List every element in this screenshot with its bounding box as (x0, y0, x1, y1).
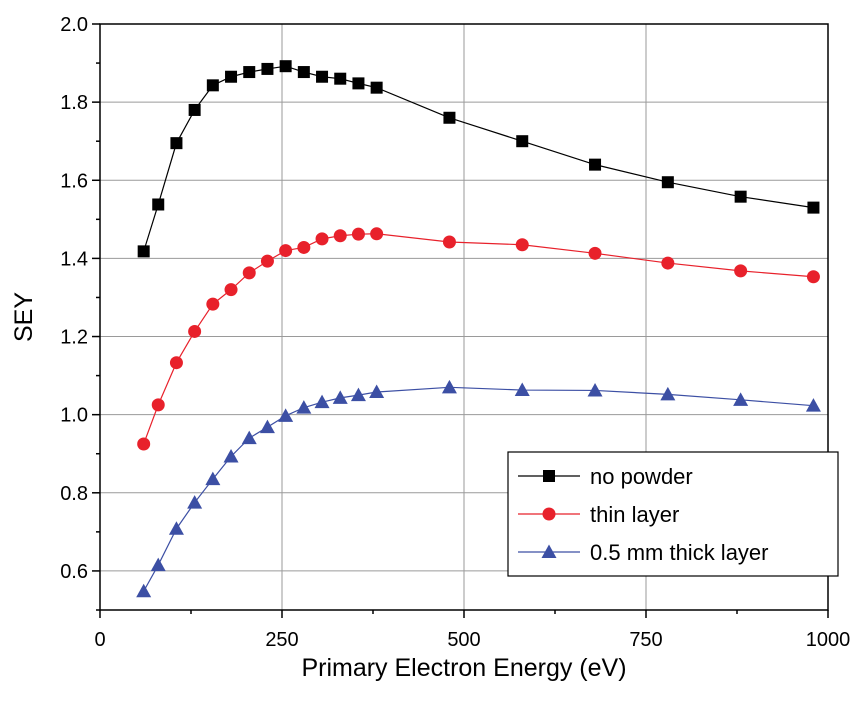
data-point-2-13 (369, 384, 385, 399)
data-point-1-10 (315, 232, 329, 246)
data-point-2-10 (314, 394, 330, 409)
x-tick-label-1: 250 (265, 629, 298, 651)
data-point-0-15 (516, 135, 529, 148)
legend-item-0: no powder (518, 464, 693, 489)
data-point-1-5 (224, 283, 238, 297)
y-tick-label-0: 0.6 (60, 561, 88, 583)
data-point-1-12 (351, 227, 365, 241)
data-point-2-9 (296, 400, 312, 414)
data-point-0-9 (297, 66, 310, 79)
data-point-0-18 (734, 190, 747, 203)
data-point-1-3 (188, 324, 202, 338)
data-point-2-7 (259, 419, 275, 434)
axis-ticks: 0 250 500 750 1000 0.6 0.8 1.0 1.2 1.4 1.6 1.8 2.0 (60, 14, 850, 651)
legend-marker-0 (543, 470, 555, 482)
data-point-2-8 (278, 408, 294, 422)
data-point-2-17 (660, 386, 676, 401)
data-point-2-6 (241, 430, 257, 445)
data-point-2-18 (733, 392, 749, 406)
y-tick-label-7: 2.0 (60, 14, 88, 36)
y-axis-title: SEY (10, 292, 38, 342)
data-point-2-2 (168, 521, 184, 535)
data-point-0-0 (137, 245, 150, 258)
data-point-0-4 (206, 79, 219, 92)
data-point-1-4 (206, 297, 220, 311)
series-line-2 (143, 386, 814, 592)
series-1 (137, 227, 820, 451)
data-point-2-1 (150, 557, 166, 572)
data-point-1-1 (151, 398, 165, 412)
data-point-0-7 (261, 62, 274, 75)
data-point-2-14 (441, 379, 457, 394)
data-point-1-14 (442, 235, 456, 249)
data-point-0-10 (316, 70, 329, 83)
data-point-2-12 (350, 387, 366, 402)
series-line-0 (143, 65, 814, 252)
data-point-0-6 (243, 66, 256, 79)
data-point-1-9 (297, 240, 311, 254)
data-point-0-2 (170, 137, 183, 150)
data-point-2-0 (136, 583, 152, 598)
x-tick-label-4: 1000 (806, 629, 851, 651)
x-axis-title: Primary Electron Energy (eV) (301, 654, 626, 682)
legend-marker-1 (542, 507, 556, 521)
legend-item-1: thin layer (518, 502, 679, 527)
legend-label-0: no powder (590, 464, 693, 489)
data-point-1-15 (515, 238, 529, 252)
series-line-1 (143, 233, 814, 445)
y-tick-label-6: 1.8 (60, 92, 88, 114)
legend-label-1: thin layer (590, 502, 679, 527)
data-point-2-3 (187, 495, 203, 509)
data-point-0-17 (661, 176, 674, 189)
data-point-1-8 (279, 244, 293, 258)
series-2 (136, 379, 821, 598)
series-0 (137, 60, 820, 258)
data-point-2-5 (223, 448, 239, 463)
data-point-1-18 (734, 264, 748, 278)
data-point-1-16 (588, 246, 602, 260)
y-tick-label-1: 0.8 (60, 483, 88, 505)
data-point-1-17 (661, 256, 675, 270)
data-point-0-1 (152, 198, 165, 211)
x-tick-label-2: 500 (447, 629, 480, 651)
data-point-1-7 (260, 254, 274, 268)
x-tick-label-0: 0 (94, 629, 105, 651)
legend-marker-2 (541, 544, 557, 558)
legend: no powder thin layer 0.5 mm thick layer (507, 451, 839, 577)
legend-label-2: 0.5 mm thick layer (590, 540, 769, 565)
y-tick-label-4: 1.4 (60, 248, 88, 270)
data-point-2-15 (514, 382, 530, 397)
data-point-1-0 (137, 437, 151, 451)
data-point-0-8 (279, 60, 292, 73)
data-point-0-12 (352, 77, 365, 90)
series-layer (136, 60, 821, 598)
grid-lines (100, 24, 828, 610)
data-point-2-4 (205, 471, 221, 486)
data-point-1-11 (333, 229, 347, 243)
x-tick-label-3: 750 (629, 629, 662, 651)
data-point-2-19 (805, 398, 821, 412)
data-point-0-3 (188, 103, 201, 116)
data-point-0-16 (589, 158, 602, 171)
data-point-1-19 (806, 270, 820, 284)
data-point-0-19 (807, 201, 820, 214)
y-tick-label-5: 1.6 (60, 170, 88, 192)
legend-item-2: 0.5 mm thick layer (518, 540, 769, 565)
data-point-0-5 (225, 70, 238, 83)
data-point-0-13 (370, 81, 383, 94)
y-tick-label-2: 1.0 (60, 405, 88, 427)
data-point-2-11 (332, 390, 348, 404)
y-tick-label-3: 1.2 (60, 327, 88, 349)
data-point-0-14 (443, 111, 456, 124)
data-point-1-13 (370, 227, 384, 241)
data-point-2-16 (587, 382, 603, 397)
data-point-1-6 (242, 266, 256, 280)
data-point-1-2 (169, 356, 183, 370)
data-point-0-11 (334, 72, 347, 85)
